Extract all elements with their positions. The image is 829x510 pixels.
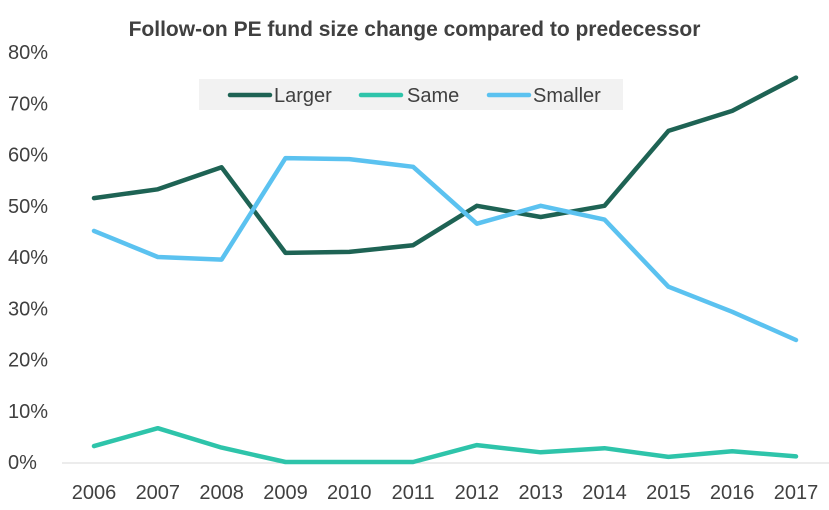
y-tick-label: 50%	[8, 196, 48, 218]
x-tick-label: 2017	[774, 482, 819, 504]
series-line-larger	[91, 75, 799, 256]
x-tick-label: 2006	[72, 482, 117, 504]
legend-label-same: Same	[407, 85, 459, 107]
x-tick-label: 2008	[199, 482, 244, 504]
x-tick-label: 2007	[136, 482, 181, 504]
y-axis: 0% 10% 20% 30% 40% 50% 60% 70% 80%	[8, 42, 48, 474]
x-tick-label: 2014	[582, 482, 627, 504]
legend-label-larger: Larger	[274, 85, 332, 107]
y-tick-label: 40%	[8, 247, 48, 269]
x-tick-label: 2012	[455, 482, 500, 504]
x-tick-label: 2015	[646, 482, 691, 504]
y-tick-label: 30%	[8, 298, 48, 320]
chart-title: Follow-on PE fund size change compared t…	[128, 18, 701, 41]
y-tick-label: 0%	[8, 452, 37, 474]
y-tick-label: 70%	[8, 93, 48, 115]
x-tick-label: 2011	[392, 482, 435, 504]
series-line-same	[91, 425, 799, 465]
legend-label-smaller: Smaller	[533, 85, 601, 107]
x-axis: 2006 2007 2008 2009 2010 2011 2012 2013 2014 2015…	[72, 482, 819, 504]
series-line-smaller	[91, 155, 799, 343]
x-tick-label: 2013	[518, 482, 563, 504]
y-tick-label: 20%	[8, 350, 48, 372]
x-tick-label: 2010	[327, 482, 372, 504]
plot-area	[91, 75, 799, 465]
x-tick-label: 2009	[263, 482, 308, 504]
x-tick-label: 2016	[710, 482, 755, 504]
legend: Larger Same Smaller	[199, 79, 623, 110]
y-tick-label: 10%	[8, 401, 48, 423]
y-tick-label: 60%	[8, 145, 48, 167]
y-tick-label: 80%	[8, 42, 48, 64]
